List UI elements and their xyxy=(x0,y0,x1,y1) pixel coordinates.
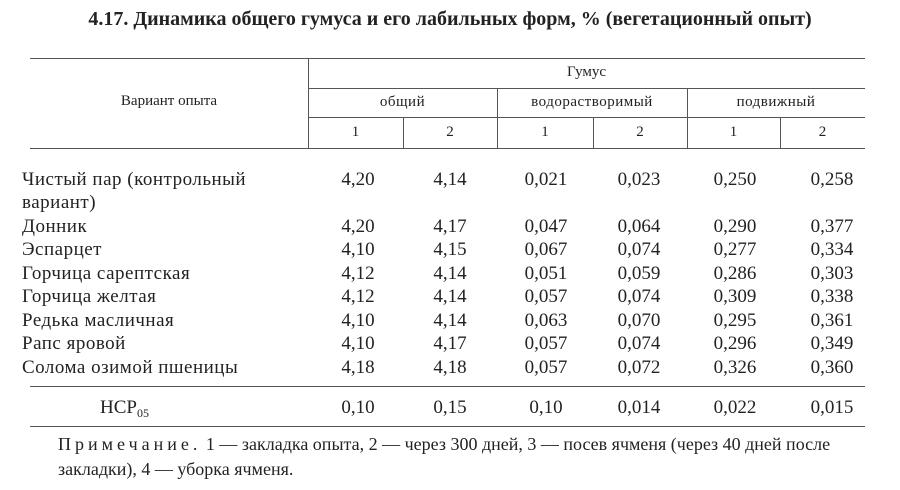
cell: 4,20 xyxy=(341,216,375,237)
summary-label-main: НСР xyxy=(100,397,137,418)
cell: 0,074 xyxy=(617,239,661,260)
title: 4.17. Динамика общего гумуса и его лабил… xyxy=(88,8,812,30)
cell: 4,14 xyxy=(433,169,467,190)
cell: 0,334 xyxy=(810,239,854,260)
rule xyxy=(30,426,865,427)
cell: 0,023 xyxy=(617,169,661,190)
column-number: 1 xyxy=(541,124,549,140)
column-number: 2 xyxy=(636,124,644,140)
column-number: 2 xyxy=(818,124,827,140)
rule xyxy=(30,148,865,149)
cell: 0,277 xyxy=(713,239,757,260)
rule xyxy=(687,88,688,148)
cell: 0,070 xyxy=(617,310,661,331)
cell: 0,377 xyxy=(810,216,854,237)
cell: 0,057 xyxy=(524,333,568,354)
rule xyxy=(497,88,498,148)
column-number: 1 xyxy=(729,124,738,140)
cell: 4,14 xyxy=(433,263,467,284)
rule xyxy=(308,58,309,148)
subgroup-header: подвижный xyxy=(736,94,816,110)
cell: 0,15 xyxy=(433,397,467,418)
cell: 0,067 xyxy=(524,239,568,260)
cell: 0,250 xyxy=(713,169,757,190)
cell: 0,021 xyxy=(524,169,568,190)
cell: 0,063 xyxy=(524,310,568,331)
cell: 0,014 xyxy=(617,397,661,418)
column-number: 1 xyxy=(351,124,360,140)
cell: 4,18 xyxy=(433,357,467,378)
cell: 4,18 xyxy=(341,357,375,378)
cell: 4,17 xyxy=(433,216,467,237)
note-label: Примечание. xyxy=(58,434,202,454)
cell: 4,14 xyxy=(433,286,467,307)
cell: 0,338 xyxy=(810,286,854,307)
cell: 4,20 xyxy=(341,169,375,190)
cell: 0,074 xyxy=(617,286,661,307)
cell: 0,286 xyxy=(713,263,757,284)
cell: 0,349 xyxy=(810,333,854,354)
cell: 0,022 xyxy=(713,397,757,418)
group-header: Гумус xyxy=(566,64,607,80)
cell: 0,015 xyxy=(810,397,854,418)
cell: 0,361 xyxy=(810,310,854,331)
cell: 0,051 xyxy=(524,263,568,284)
cell: 0,360 xyxy=(810,357,854,378)
rule xyxy=(780,117,781,148)
summary-label: НСР05 xyxy=(100,396,149,425)
cell: 0,326 xyxy=(713,357,757,378)
cell: 0,309 xyxy=(713,286,757,307)
cell: 0,057 xyxy=(524,357,568,378)
row-label: Донник xyxy=(22,216,88,237)
row-label: Горчица желтая xyxy=(22,286,157,307)
cell: 4,10 xyxy=(341,310,375,331)
stub-header: Вариант опыта xyxy=(120,93,218,109)
cell: 0,074 xyxy=(617,333,661,354)
note-text: 1 — закладка опыта, 2 — через 300 дней, … xyxy=(58,434,831,479)
cell: 4,10 xyxy=(341,333,375,354)
cell: 0,064 xyxy=(617,216,661,237)
rule xyxy=(30,58,865,59)
rule xyxy=(593,117,594,148)
row-label: Рапс яровой xyxy=(22,333,126,354)
rule xyxy=(403,117,404,148)
cell: 4,17 xyxy=(433,333,467,354)
cell: 4,10 xyxy=(341,239,375,260)
row-label: Солома озимой пшеницы xyxy=(22,357,239,378)
row-label: Горчица сарептская xyxy=(22,263,191,284)
cell: 0,072 xyxy=(617,357,661,378)
cell: 4,14 xyxy=(433,310,467,331)
rule xyxy=(30,386,865,387)
cell: 0,10 xyxy=(341,397,375,418)
cell: 0,059 xyxy=(617,263,661,284)
column-number: 2 xyxy=(446,124,454,140)
rule xyxy=(308,88,865,89)
rule xyxy=(308,117,865,118)
cell: 0,047 xyxy=(524,216,568,237)
subgroup-header: водорастворимый xyxy=(531,94,653,110)
row-label: Редька масличная xyxy=(22,310,175,331)
summary-subscript: 05 xyxy=(136,406,149,420)
cell: 0,10 xyxy=(529,397,563,418)
cell: 0,258 xyxy=(810,169,854,190)
cell: 4,12 xyxy=(341,263,375,284)
cell: 0,057 xyxy=(524,286,568,307)
cell: 0,296 xyxy=(713,333,757,354)
row-label: Эспарцет xyxy=(22,239,102,260)
cell: 0,303 xyxy=(810,263,854,284)
row-label: Чистый пар (контрольный вариант) xyxy=(22,169,247,213)
cell: 4,15 xyxy=(433,239,467,260)
cell: 4,12 xyxy=(341,286,375,307)
subgroup-header: общий xyxy=(379,94,426,110)
note: Примечание. 1 — закладка опыта, 2 — чере… xyxy=(58,432,868,482)
cell: 0,290 xyxy=(713,216,757,237)
cell: 0,295 xyxy=(713,310,757,331)
